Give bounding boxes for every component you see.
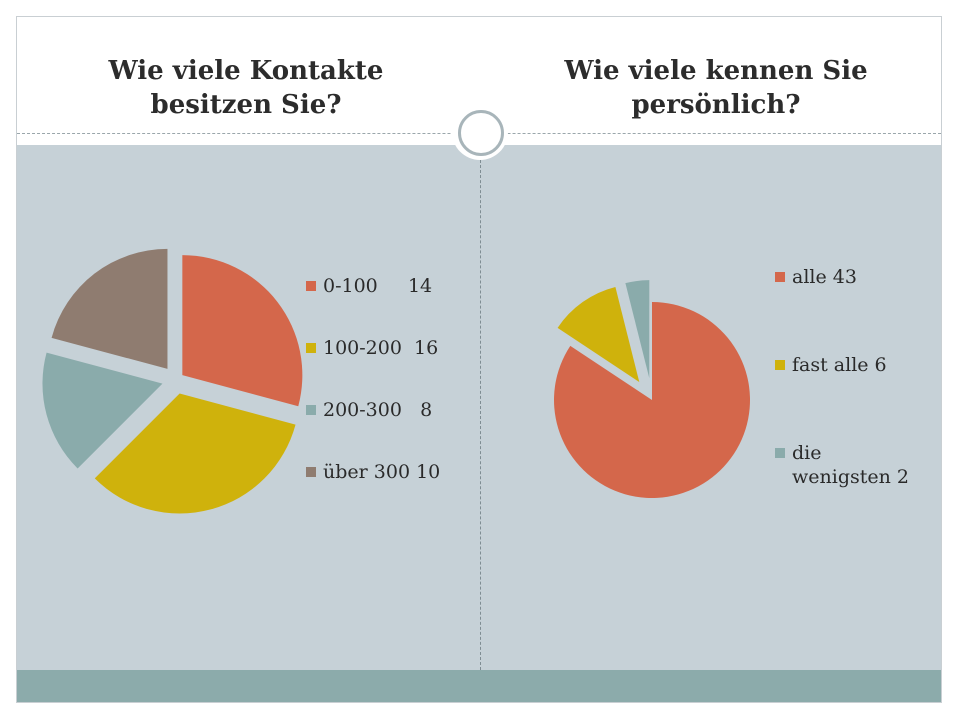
- legend1-label-0: alle 43: [792, 266, 857, 288]
- legend0-label-1: 100-200 16: [323, 337, 439, 359]
- legend0-swatch-0: [306, 281, 316, 291]
- pie1-slice-0: [554, 302, 751, 498]
- pie1-slice-1: [557, 287, 640, 383]
- legend1-swatch-1: [775, 360, 785, 370]
- legend0-swatch-3: [306, 467, 316, 477]
- slide-title-left: Wie viele Kontakte besitzen Sie?: [108, 56, 384, 120]
- pie0-slice-1: [94, 393, 296, 514]
- legend0-swatch-1: [306, 343, 316, 353]
- legend0-swatch-2: [306, 405, 316, 415]
- column-divider: [480, 160, 481, 670]
- legend0-label-2: 200-300 8: [323, 399, 433, 421]
- pie0-slice-2: [42, 352, 163, 469]
- legend1-swatch-0: [775, 272, 785, 282]
- legend0-label-0: 0-100 14: [323, 275, 433, 297]
- legend0-label-3: über 300 10: [323, 461, 441, 483]
- legend1-label-1: fast alle 6: [792, 354, 887, 376]
- legend1-label-2: die wenigsten 2: [792, 442, 909, 488]
- bottom-band: [17, 670, 941, 702]
- ornament-ring: [458, 110, 504, 156]
- pie0-slice-0: [182, 255, 303, 407]
- legend1-swatch-2: [775, 448, 785, 458]
- pie1-slice-2: [625, 280, 650, 379]
- slide-title-right: Wie viele kennen Sie persönlich?: [564, 56, 868, 120]
- pie0-slice-3: [51, 248, 168, 369]
